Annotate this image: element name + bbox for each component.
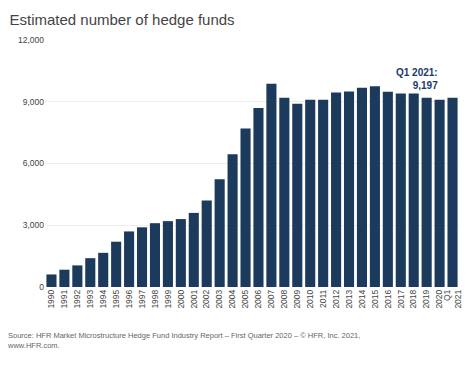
svg-text:2010: 2010: [305, 289, 315, 308]
svg-text:2018: 2018: [408, 289, 418, 308]
svg-text:1996: 1996: [124, 289, 134, 308]
svg-text:1993: 1993: [85, 289, 95, 308]
svg-text:2011: 2011: [318, 289, 328, 308]
svg-text:2016: 2016: [383, 289, 393, 308]
svg-text:2013: 2013: [344, 289, 354, 308]
svg-text:2019: 2019: [421, 289, 431, 308]
svg-text:0: 0: [39, 282, 44, 292]
svg-text:2012: 2012: [331, 289, 341, 308]
svg-text:1995: 1995: [111, 289, 121, 308]
svg-text:Q12021: Q12021: [442, 289, 463, 308]
svg-text:2020: 2020: [434, 289, 444, 308]
svg-text:2006: 2006: [253, 289, 263, 308]
svg-text:12,000: 12,000: [18, 35, 44, 45]
svg-text:2015: 2015: [370, 289, 380, 308]
svg-text:2014: 2014: [357, 289, 367, 308]
svg-text:1999: 1999: [163, 289, 173, 308]
svg-text:1990: 1990: [46, 289, 56, 308]
svg-text:3,000: 3,000: [23, 220, 45, 230]
svg-text:Q1 2021:9,197: Q1 2021:9,197: [396, 67, 438, 91]
svg-text:9,000: 9,000: [23, 97, 45, 107]
svg-text:2002: 2002: [201, 289, 211, 308]
svg-text:1998: 1998: [150, 289, 160, 308]
svg-text:1994: 1994: [98, 289, 108, 308]
svg-text:6,000: 6,000: [23, 158, 45, 168]
svg-text:2001: 2001: [189, 289, 199, 308]
svg-text:2004: 2004: [227, 289, 237, 308]
svg-text:Estimated number of hedge fund: Estimated number of hedge funds: [9, 11, 234, 28]
svg-text:1992: 1992: [72, 289, 82, 308]
svg-text:2009: 2009: [292, 289, 302, 308]
svg-text:2003: 2003: [214, 289, 224, 308]
svg-text:1997: 1997: [137, 289, 147, 308]
svg-text:2017: 2017: [396, 289, 406, 308]
svg-text:2005: 2005: [240, 289, 250, 308]
svg-text:2000: 2000: [176, 289, 186, 308]
svg-text:2008: 2008: [279, 289, 289, 308]
svg-text:1991: 1991: [59, 289, 69, 308]
svg-text:Source: HFR Market Microstruct: Source: HFR Market Microstructure Hedge …: [7, 331, 360, 350]
svg-text:2007: 2007: [266, 289, 276, 308]
